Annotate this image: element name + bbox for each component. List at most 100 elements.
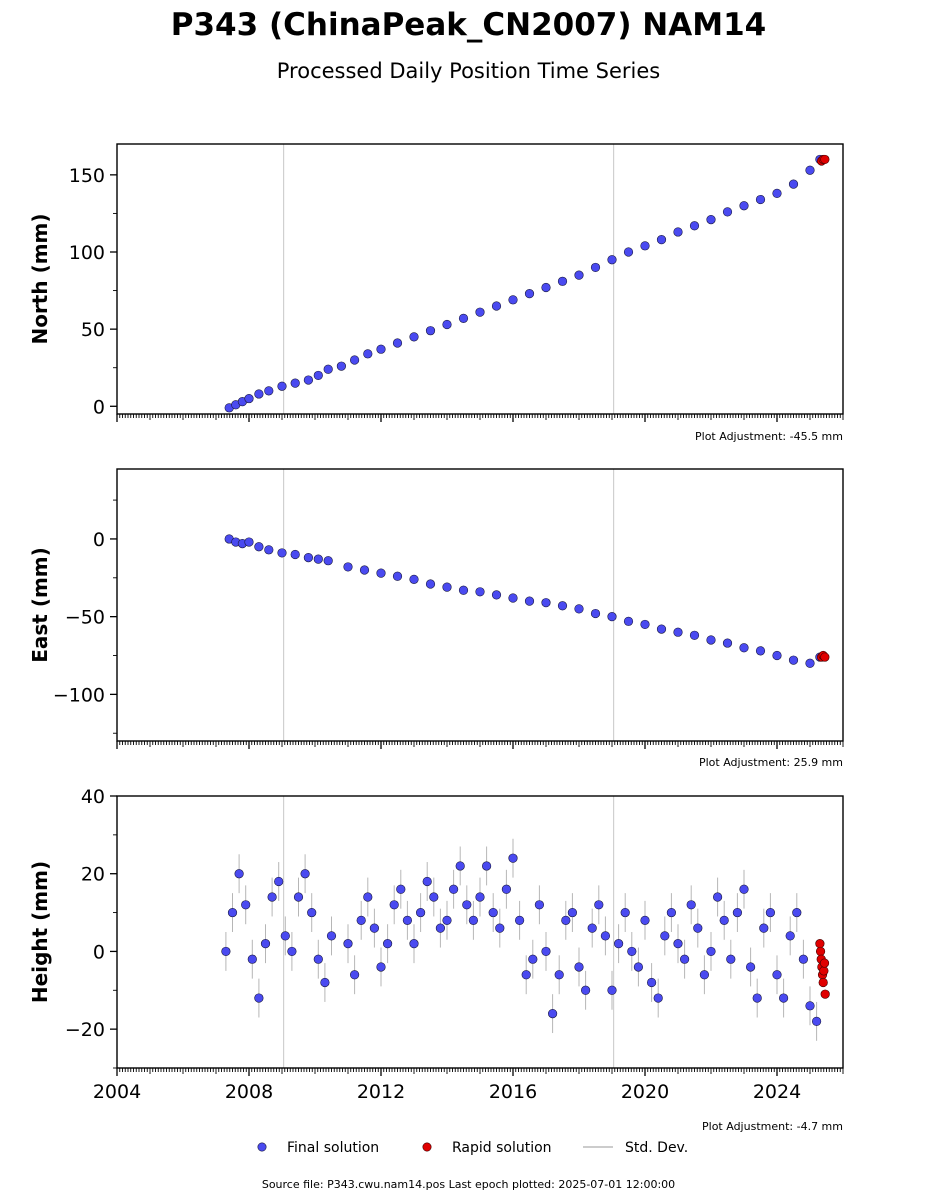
final-solution-point: [792, 907, 802, 918]
y-tick-label: 0: [93, 396, 105, 418]
legend-final-label: Final solution: [287, 1140, 379, 1156]
final-solution-point: [805, 658, 815, 668]
final-solution-point: [244, 393, 254, 404]
final-solution-point: [600, 931, 611, 941]
final-solution-point: [732, 907, 743, 918]
final-solution-point: [241, 900, 251, 910]
final-solution-point: [739, 884, 749, 894]
final-solution-point: [673, 627, 683, 637]
final-solution-point: [805, 1001, 815, 1011]
final-solution-point: [726, 954, 736, 964]
axes-frame: [116, 468, 844, 742]
final-solution-point: [290, 378, 300, 388]
final-solution-point: [607, 255, 617, 265]
north-panel: 0 50 100 150 North (mm) Plot Adjustment: -45.…: [28, 143, 844, 443]
final-solution-point: [468, 915, 479, 925]
height-panel: 2004 2008 2012 2016 2020 2024 −20 0 20 40 Height (…: [28, 786, 844, 1133]
final-solution-point: [547, 1008, 558, 1019]
final-solution-point: [254, 542, 264, 552]
final-solution-point: [416, 907, 426, 918]
final-solution-point: [594, 900, 604, 910]
final-solution-point: [458, 585, 469, 595]
final-solution-point: [422, 876, 432, 887]
final-solution-point: [475, 892, 485, 902]
final-solution-point: [689, 630, 700, 640]
final-solution-point: [739, 201, 749, 211]
final-solution-point: [739, 643, 749, 653]
x-tick-label: 2016: [489, 1081, 537, 1103]
y-tick-label: −100: [53, 684, 105, 706]
y-tick-label: −50: [65, 607, 105, 629]
final-solution-point: [396, 884, 406, 894]
x-tick-label: 2004: [93, 1081, 141, 1103]
final-solution-point: [514, 915, 525, 925]
y-tick-label: 0: [93, 941, 105, 963]
final-solution-point: [376, 962, 386, 972]
final-solution-point: [280, 931, 290, 941]
final-solution-point: [660, 931, 670, 941]
legend-rapid-label: Rapid solution: [452, 1140, 552, 1156]
final-solution-point: [234, 869, 244, 879]
final-solution-point: [788, 655, 799, 665]
final-solution-point: [666, 907, 677, 918]
final-solution-point: [244, 537, 254, 547]
east-panel: −100 −50 0 East (mm) Plot Adjustment: 25.9 m…: [28, 468, 844, 769]
final-solution-point: [343, 939, 353, 949]
rapid-solution-point: [820, 154, 830, 165]
final-solution-point: [363, 892, 373, 902]
final-solution-point: [425, 326, 436, 336]
final-solution-point: [557, 601, 568, 611]
final-solution-point: [383, 939, 393, 949]
plot-adjustment-label: Plot Adjustment: -45.5 mm: [695, 430, 843, 443]
final-solution-point: [287, 946, 297, 957]
final-solution-point: [590, 608, 601, 619]
final-solution-point: [524, 596, 535, 606]
plot-adjustment-label: Plot Adjustment: -4.7 mm: [702, 1120, 843, 1133]
final-solution-point: [752, 993, 762, 1003]
final-solution-point: [254, 993, 264, 1003]
chart-title: P343 (ChinaPeak_CN2007) NAM14: [171, 7, 766, 43]
final-solution-point: [402, 915, 413, 925]
final-solution-point: [356, 915, 366, 925]
axes-frame: [116, 143, 844, 415]
final-solution-point: [646, 977, 657, 988]
final-solution-point: [811, 1016, 822, 1026]
final-solution-point: [693, 923, 703, 933]
y-axis-label: East (mm): [28, 547, 52, 663]
final-solution-point: [656, 624, 667, 634]
final-solution-point: [409, 574, 419, 584]
source-footer: Source file: P343.cwu.nam14.pos Last epo…: [262, 1178, 675, 1191]
final-solution-point: [501, 884, 512, 894]
final-solution-point: [277, 381, 287, 391]
final-solution-point: [640, 241, 650, 251]
final-solution-point: [274, 876, 284, 887]
final-solution-point: [455, 861, 465, 871]
final-solution-point: [613, 939, 624, 949]
final-solution-point: [656, 235, 667, 245]
final-solution-point: [442, 915, 452, 925]
final-solution-point: [590, 262, 601, 273]
final-solution-point: [313, 554, 323, 564]
rapid-solution-point: [815, 946, 826, 957]
final-solution-point: [267, 892, 277, 902]
final-solution-point: [706, 215, 716, 225]
final-solution-point: [798, 954, 809, 964]
final-solution-point: [290, 549, 300, 560]
final-solution-point: [755, 194, 766, 205]
final-solution-point: [221, 946, 231, 957]
final-solution-point: [745, 962, 756, 972]
final-solution-point: [587, 923, 597, 933]
final-solution-point: [429, 892, 439, 902]
final-solution-point: [640, 915, 650, 925]
final-solution-point: [260, 939, 271, 949]
final-solution-point: [376, 568, 386, 578]
final-solution-point: [778, 993, 789, 1003]
rapid-solution-point: [820, 652, 830, 662]
final-solution-point: [508, 295, 518, 305]
final-solution-point: [247, 954, 257, 964]
final-solution-point: [264, 545, 274, 555]
final-solution-point: [541, 946, 551, 957]
final-solution-point: [574, 270, 584, 280]
final-solution-point: [343, 562, 353, 572]
final-solution-point: [706, 946, 716, 957]
